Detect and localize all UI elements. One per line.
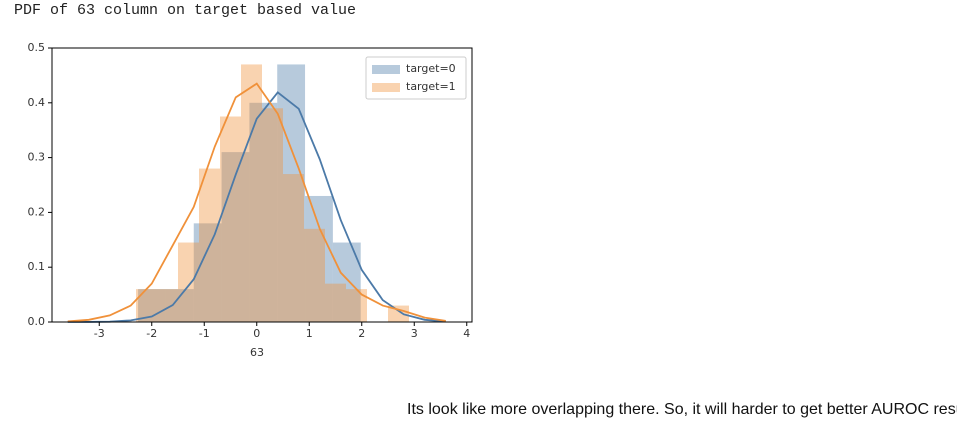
hist-bar bbox=[221, 152, 250, 322]
hist-bar bbox=[178, 242, 199, 322]
x-tick-label: 0 bbox=[253, 327, 260, 340]
x-axis-label: 63 bbox=[250, 346, 264, 359]
x-tick-label: 4 bbox=[463, 327, 470, 340]
x-tick-label: -1 bbox=[199, 327, 210, 340]
hist-bar bbox=[249, 102, 278, 322]
hist-bar bbox=[136, 289, 157, 322]
x-tick-label: 2 bbox=[358, 327, 365, 340]
header: PDF of 63 column on target based value bbox=[14, 2, 357, 19]
legend-label: target=0 bbox=[406, 62, 456, 75]
hist-bar bbox=[262, 108, 283, 322]
hist-bar bbox=[220, 116, 241, 322]
hist-bar bbox=[388, 305, 409, 322]
hist-bar bbox=[157, 289, 178, 322]
x-tick-label: 1 bbox=[306, 327, 313, 340]
x-tick-label: 3 bbox=[411, 327, 418, 340]
y-tick-label: 0.2 bbox=[28, 205, 46, 218]
hist-bar bbox=[193, 223, 222, 322]
legend-swatch bbox=[372, 65, 400, 74]
legend-swatch bbox=[372, 83, 400, 92]
kde-line bbox=[67, 91, 446, 323]
hist-bar bbox=[283, 174, 304, 322]
kde-line bbox=[67, 82, 446, 323]
hist-bar bbox=[277, 64, 306, 322]
chart: -3 -2 -1 0 1 2 3 4 0.0 0.1 0.2 0.3 0.4 0.5 63 target=0 t… bbox=[28, 41, 473, 359]
hist-bar bbox=[325, 283, 346, 322]
paragraph: Its look like more overlapping there. So… bbox=[407, 401, 957, 418]
hist-bar bbox=[241, 64, 262, 322]
x-tick-label: -2 bbox=[146, 327, 157, 340]
legend-label: target=1 bbox=[406, 80, 456, 93]
y-tick-label: 0.3 bbox=[28, 151, 46, 164]
legend-box bbox=[365, 56, 467, 100]
y-tick-label: 0.4 bbox=[28, 96, 46, 109]
hist-bar bbox=[304, 228, 325, 322]
x-tick-label: -3 bbox=[94, 327, 105, 340]
hist-bar bbox=[346, 289, 367, 322]
y-tick-label: 0.0 bbox=[28, 315, 46, 328]
plot-frame bbox=[51, 47, 473, 323]
y-tick-label: 0.5 bbox=[28, 41, 46, 54]
hist-bar bbox=[305, 195, 333, 322]
y-tick-label: 0.1 bbox=[28, 260, 46, 273]
